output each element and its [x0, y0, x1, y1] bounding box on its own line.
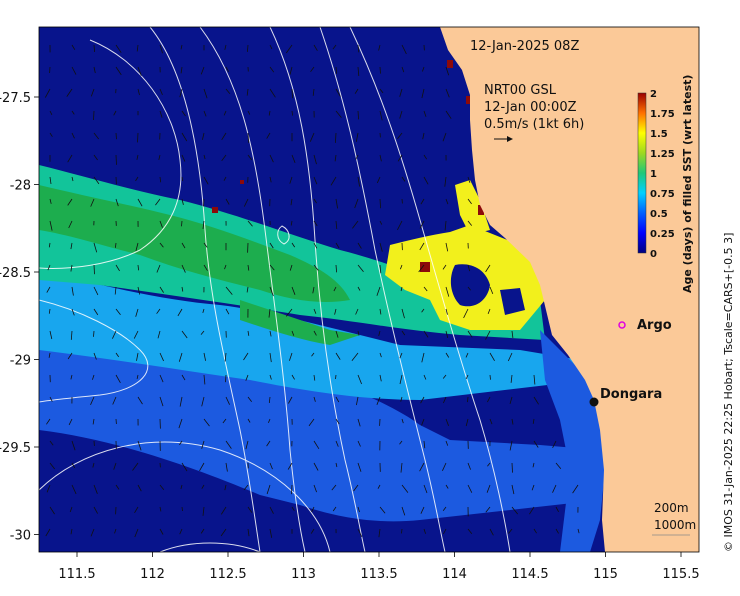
product-time: 12-Jan 00:00Z	[484, 100, 577, 115]
lon-tick-label: 112.5	[209, 567, 246, 582]
age-speck-red-6	[466, 96, 470, 104]
age-speck-red-3	[447, 60, 453, 68]
lon-tick-label: 113	[291, 567, 316, 582]
lat-tick-label: -29	[10, 354, 31, 369]
current-arrow-icon	[402, 529, 403, 533]
argo-label: Argo	[637, 318, 672, 333]
lon-tick-label: 111.5	[58, 567, 95, 582]
lat-tick-label: -27.5	[0, 91, 31, 106]
current-arrow-icon	[182, 221, 183, 226]
product-name: NRT00 GSL	[484, 83, 557, 98]
lat-tick-label: -29.5	[0, 441, 31, 456]
colorbar-tick-label: 0	[650, 249, 657, 260]
lat-tick-label: -28.5	[0, 266, 31, 281]
lat-tick-label: -30	[10, 529, 31, 544]
colorbar-tick-label: 1.75	[650, 109, 675, 120]
colorbar-tick-label: 1.5	[650, 129, 668, 140]
current-arrow-icon	[94, 111, 95, 120]
current-arrow-icon	[292, 485, 293, 494]
lon-tick-label: 112	[140, 567, 165, 582]
age-speck-red-4	[212, 207, 218, 213]
colorbar-tick-label: 0.5	[650, 209, 668, 220]
latitude-axis: -27.5 -28 -28.5 -29 -29.5 -30	[0, 91, 39, 544]
current-arrow-icon	[182, 507, 183, 511]
colorbar-tick-label: 1	[650, 169, 657, 180]
isobath-1000m-label: 1000m	[654, 518, 696, 532]
lon-tick-label: 115	[593, 567, 618, 582]
colorbar-tick-label: 0.75	[650, 189, 675, 200]
image-credit: © IMOS 31-Jan-2025 22:25 Hobart; Tscale=…	[722, 233, 735, 552]
current-arrow-icon	[468, 397, 469, 402]
colorbar-tick-label: 1.25	[650, 149, 675, 160]
current-arrow-icon	[380, 67, 381, 74]
scale-arrow-label: 0.5m/s (1kt 6h)	[484, 117, 584, 132]
lon-tick-label: 115.5	[662, 567, 699, 582]
colorbar-gradient	[638, 93, 646, 253]
current-arrow-icon	[226, 375, 227, 382]
age-speck-red-1	[420, 262, 430, 272]
current-arrow-icon	[336, 375, 337, 379]
colorbar-tick-label: 2	[650, 89, 657, 100]
map-plot-area	[39, 27, 699, 552]
map-timestamp: 12-Jan-2025 08Z	[470, 39, 579, 54]
current-arrow-icon	[490, 375, 491, 380]
current-arrow-icon	[138, 133, 139, 142]
lat-tick-label: -28	[10, 179, 31, 194]
current-arrow-icon	[116, 133, 117, 139]
lon-tick-label: 114.5	[511, 567, 548, 582]
longitude-axis: 111.5 112 112.5 113 113.5 114 114.5 115 115.5	[58, 552, 699, 582]
current-arrow-icon	[94, 265, 95, 274]
current-arrow-icon	[116, 155, 117, 165]
age-speck-red-5	[240, 180, 244, 184]
isobath-200m-label: 200m	[654, 501, 689, 515]
colorbar-tick-label: 0.25	[650, 229, 675, 240]
dongara-label: Dongara	[600, 387, 662, 402]
current-arrow-icon	[94, 331, 95, 337]
colorbar-title: Age (days) of filled SST (wrt latest)	[681, 75, 694, 293]
dongara-marker-icon	[590, 398, 599, 407]
current-arrow-icon	[512, 463, 513, 473]
lon-tick-label: 114	[442, 567, 467, 582]
lon-tick-label: 113.5	[360, 567, 397, 582]
